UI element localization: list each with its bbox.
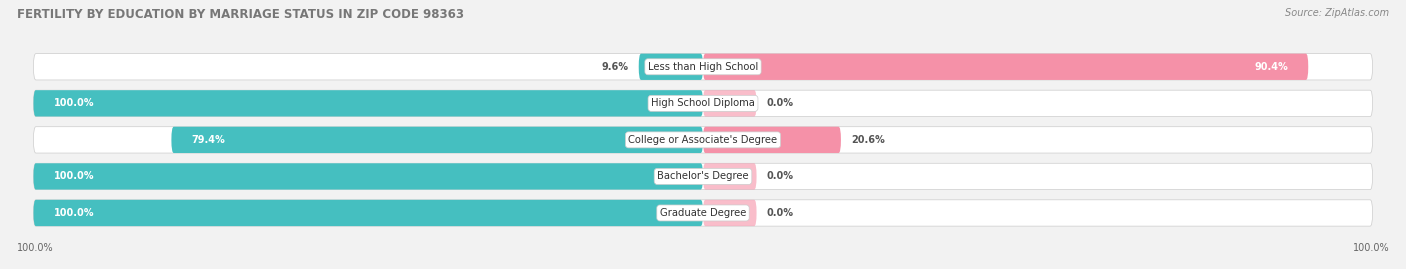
FancyBboxPatch shape	[34, 90, 1372, 116]
FancyBboxPatch shape	[703, 200, 756, 226]
Text: 100.0%: 100.0%	[53, 171, 94, 181]
Text: High School Diploma: High School Diploma	[651, 98, 755, 108]
FancyBboxPatch shape	[703, 127, 841, 153]
FancyBboxPatch shape	[34, 200, 703, 226]
FancyBboxPatch shape	[34, 163, 703, 190]
Text: 0.0%: 0.0%	[766, 98, 793, 108]
Text: 0.0%: 0.0%	[766, 208, 793, 218]
Text: 20.6%: 20.6%	[851, 135, 884, 145]
FancyBboxPatch shape	[34, 163, 1372, 190]
Text: College or Associate's Degree: College or Associate's Degree	[628, 135, 778, 145]
Text: 79.4%: 79.4%	[191, 135, 225, 145]
FancyBboxPatch shape	[34, 54, 1372, 80]
FancyBboxPatch shape	[34, 200, 1372, 226]
Text: Graduate Degree: Graduate Degree	[659, 208, 747, 218]
Text: FERTILITY BY EDUCATION BY MARRIAGE STATUS IN ZIP CODE 98363: FERTILITY BY EDUCATION BY MARRIAGE STATU…	[17, 8, 464, 21]
FancyBboxPatch shape	[703, 163, 756, 190]
Text: 100.0%: 100.0%	[53, 208, 94, 218]
FancyBboxPatch shape	[703, 90, 756, 116]
Text: 0.0%: 0.0%	[766, 171, 793, 181]
Text: 100.0%: 100.0%	[17, 243, 53, 253]
Text: 100.0%: 100.0%	[53, 98, 94, 108]
Text: Source: ZipAtlas.com: Source: ZipAtlas.com	[1285, 8, 1389, 18]
FancyBboxPatch shape	[172, 127, 703, 153]
Text: Less than High School: Less than High School	[648, 62, 758, 72]
FancyBboxPatch shape	[34, 127, 1372, 153]
Text: 9.6%: 9.6%	[602, 62, 628, 72]
FancyBboxPatch shape	[703, 54, 1308, 80]
FancyBboxPatch shape	[34, 90, 703, 116]
Text: 100.0%: 100.0%	[1353, 243, 1389, 253]
FancyBboxPatch shape	[638, 54, 703, 80]
Text: Bachelor's Degree: Bachelor's Degree	[657, 171, 749, 181]
Text: 90.4%: 90.4%	[1254, 62, 1288, 72]
